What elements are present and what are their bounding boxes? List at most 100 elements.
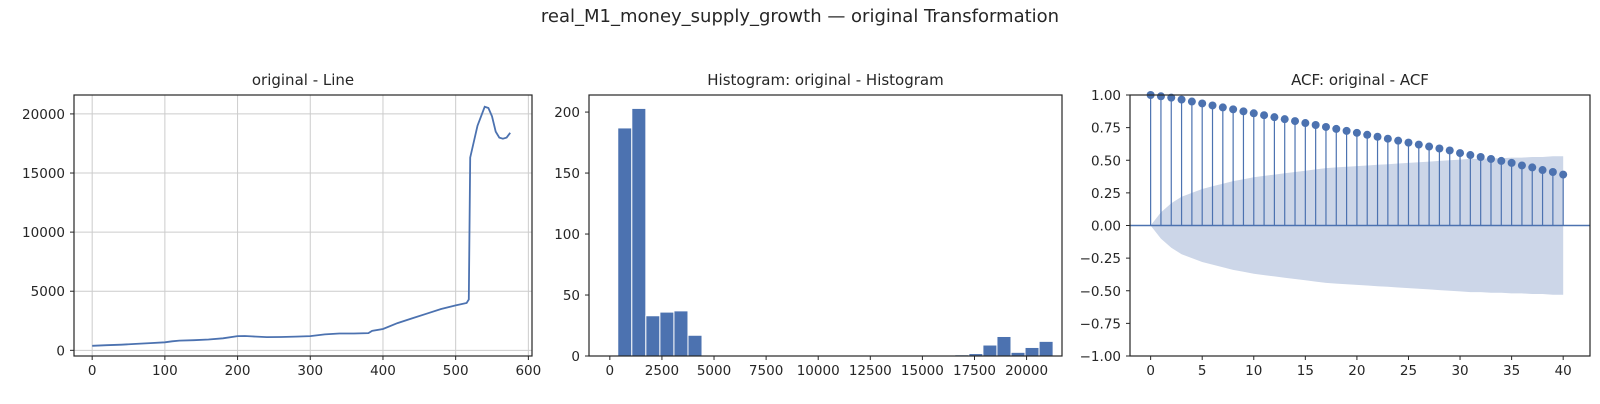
y-tick-label: −1.00 [1080,349,1121,365]
acf-marker [1476,152,1485,161]
y-tick-label: 15000 [22,166,65,182]
acf-marker [1208,101,1217,110]
y-tick-label: 20000 [22,107,65,123]
x-tick-label: 300 [297,363,323,379]
x-tick-label: 2500 [645,363,679,379]
y-tick-label: −0.50 [1080,284,1121,300]
histogram-bar [687,334,703,357]
acf-marker [1363,130,1372,139]
y-tick-label: −0.75 [1080,316,1121,332]
acf-marker [1291,117,1300,126]
acf-marker [1239,107,1248,116]
acf-marker [1559,170,1568,179]
x-tick-label: 0 [88,363,97,379]
x-tick-label: 20 [1348,363,1365,379]
x-tick-label: 0 [1146,363,1155,379]
panel-title: ACF: original - ACF [1291,71,1429,89]
plot-frame [73,94,533,357]
acf-marker [1342,126,1351,135]
acf-marker [1260,111,1269,120]
histogram-bar [996,335,1012,357]
acf-marker [1517,161,1526,170]
y-tick-label: 0.00 [1091,219,1121,235]
acf-marker [1383,134,1392,143]
acf-marker [1548,167,1557,176]
y-tick-label: 10000 [22,225,65,241]
plot-frame [588,94,1063,357]
acf-marker [1177,95,1186,104]
panel-2: 0 2500 5000 7500 10000 12500 15000 17500 20000 0 5… [554,71,1063,379]
x-tick-label: 40 [1555,363,1572,379]
panel-title: Histogram: original - Histogram [707,71,943,89]
acf-marker [1332,124,1341,133]
y-tick-label: 0.50 [1091,153,1121,169]
acf-marker [1445,146,1454,155]
x-tick-label: 20000 [1005,363,1048,379]
y-tick-label: 100 [554,227,580,243]
figure-title: real_M1_money_supply_growth — original T… [541,6,1059,27]
acf-marker [1404,138,1413,147]
y-tick-label: 5000 [31,284,65,300]
acf-marker [1528,163,1537,172]
acf-marker [1538,166,1547,175]
acf-marker [1311,121,1320,130]
x-tick-label: 35 [1503,363,1520,379]
y-tick-label: 1.00 [1091,88,1121,104]
y-tick-label: 0 [571,349,580,365]
x-tick-label: 500 [443,363,469,379]
y-tick-label: 200 [554,105,580,121]
acf-marker [1466,151,1475,160]
y-tick-label: 0 [56,343,65,359]
acf-marker [1198,99,1207,108]
acf-marker [1280,115,1289,124]
histogram-bar [1024,346,1040,357]
histogram-bar [982,344,998,357]
acf-marker [1425,142,1434,151]
acf-marker [1497,156,1506,165]
y-tick-label: 50 [563,288,580,304]
acf-marker [1229,105,1238,114]
x-tick-label: 5000 [697,363,731,379]
acf-marker [1507,158,1516,167]
acf-marker [1456,149,1465,158]
histogram-bar [659,311,675,357]
x-tick-label: 10000 [797,363,840,379]
panel-1: 0 100 200 300 400 500 600 0 5000 10000 15000 20000 o… [22,71,541,379]
series-line [92,105,511,347]
histogram-bar [673,310,689,357]
acf-marker [1249,109,1258,118]
panel-title: original - Line [252,71,354,89]
y-tick-label: −0.25 [1080,251,1121,267]
y-tick-label: 0.25 [1091,186,1121,202]
x-tick-label: 100 [152,363,178,379]
acf-marker [1435,144,1444,153]
acf-marker [1486,154,1495,163]
acf-marker [1156,92,1165,101]
panel-3: 0 5 10 15 20 25 30 35 40 −1.00 −0.75 −0.50 −0.25 0.00… [1080,71,1591,379]
acf-marker [1270,113,1279,122]
x-tick-label: 15000 [901,363,944,379]
y-tick-label: 150 [554,166,580,182]
acf-marker [1394,136,1403,145]
x-tick-label: 400 [370,363,396,379]
histogram-bar [645,315,661,357]
y-tick-label: 0.75 [1091,121,1121,137]
acf-marker [1301,119,1310,128]
acf-marker [1373,132,1382,141]
x-tick-label: 0 [606,363,615,379]
x-tick-label: 15 [1297,363,1314,379]
x-tick-label: 12500 [849,363,892,379]
x-tick-label: 17500 [953,363,996,379]
acf-marker [1321,122,1330,131]
acf-marker [1218,103,1227,112]
acf-marker [1167,93,1176,102]
acf-marker [1352,128,1361,137]
histogram-bar [1038,340,1054,357]
histogram-bar [631,107,647,357]
x-tick-label: 25 [1400,363,1417,379]
x-tick-label: 200 [225,363,251,379]
x-tick-label: 600 [515,363,541,379]
acf-marker [1414,140,1423,149]
acf-marker [1187,97,1196,106]
